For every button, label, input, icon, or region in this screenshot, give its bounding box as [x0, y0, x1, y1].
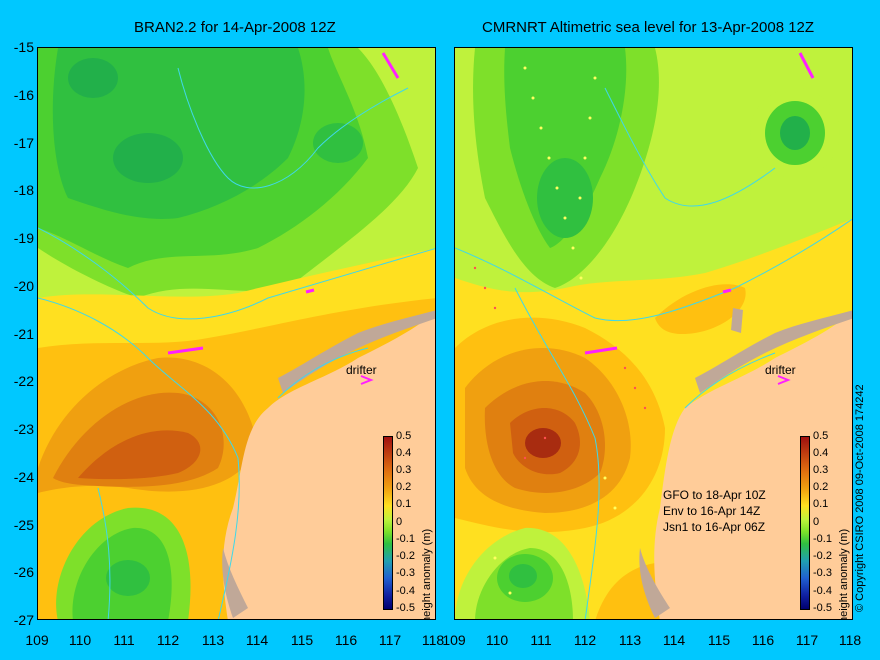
land-mass	[223, 311, 435, 619]
right-height-anomaly-map	[455, 48, 852, 619]
x-tick-label: 110	[68, 632, 92, 648]
y-tick-label: -16	[13, 87, 34, 103]
colorbar-tick: 0.1	[813, 498, 829, 510]
x-tick-label: 109	[442, 632, 466, 648]
x-tick-label: 118	[838, 632, 862, 648]
colorbar-tick: -0.4	[813, 585, 832, 597]
x-tick-label: 113	[618, 632, 642, 648]
x-tick-label: 112	[156, 632, 180, 648]
left-drifter-label: drifter	[346, 363, 377, 377]
colorbar-tick: -0.5	[396, 602, 415, 614]
y-tick-label: -20	[13, 278, 34, 294]
x-tick-label: 115	[707, 632, 731, 648]
colorbar-tick: -0.3	[396, 567, 415, 579]
colorbar-tick: -0.2	[813, 550, 832, 562]
x-tick-label: 111	[113, 632, 135, 648]
left-colorbar-title: height anomaly (m)	[421, 528, 433, 620]
left-map-title: BRAN2.2 for 14-Apr-2008 12Z	[134, 19, 336, 36]
colorbar-tick: -0.1	[813, 533, 832, 545]
pass-info-line: Env to 16-Apr 14Z	[663, 504, 761, 518]
x-tick-label: 116	[334, 632, 358, 648]
right-colorbar-title: height anomaly (m)	[838, 528, 850, 620]
x-tick-label: 114	[662, 632, 686, 648]
left-map-panel: drifter 0.5 0.4 0.3 0.2 0.1 0 -0.1 -0.2 …	[37, 47, 436, 620]
copyright-notice: © Copyright CSIRO 2008 09-Oct-2008 17424…	[854, 384, 866, 612]
y-tick-label: -15	[13, 39, 34, 55]
colorbar-tick: -0.3	[813, 567, 832, 579]
x-tick-label: 118	[421, 632, 445, 648]
y-tick-label: -26	[13, 564, 34, 580]
right-map-panel: drifter GFO to 18-Apr 10Z Env to 16-Apr …	[454, 47, 853, 620]
y-tick-label: -19	[13, 230, 34, 246]
x-tick-label: 117	[378, 632, 402, 648]
colorbar-tick: 0.3	[813, 464, 829, 476]
y-tick-label: -23	[13, 421, 34, 437]
colorbar-tick: -0.4	[396, 585, 415, 597]
y-tick-label: -27	[13, 612, 34, 628]
colorbar-tick: -0.1	[396, 533, 415, 545]
pass-info-line: GFO to 18-Apr 10Z	[663, 488, 766, 502]
y-tick-label: -25	[13, 517, 34, 533]
left-colorbar	[383, 436, 393, 610]
y-tick-label: -22	[13, 373, 34, 389]
x-tick-label: 117	[795, 632, 819, 648]
drifter-arrow-icon	[360, 375, 374, 385]
y-tick-label: -24	[13, 469, 34, 485]
colorbar-tick: 0.2	[813, 481, 829, 493]
colorbar-tick: 0.2	[396, 481, 412, 493]
y-tick-label: -21	[13, 326, 34, 342]
colorbar-tick: 0.5	[813, 430, 829, 442]
right-drifter-label: drifter	[765, 363, 796, 377]
x-tick-label: 114	[245, 632, 269, 648]
x-tick-label: 115	[290, 632, 314, 648]
x-tick-label: 112	[573, 632, 597, 648]
colorbar-tick: 0.4	[396, 447, 412, 459]
x-tick-label: 109	[25, 632, 49, 648]
x-tick-label: 110	[485, 632, 509, 648]
colorbar-tick: 0.1	[396, 498, 412, 510]
colorbar-tick: 0.4	[813, 447, 829, 459]
colorbar-tick: 0.5	[396, 430, 412, 442]
y-tick-label: -18	[13, 182, 34, 198]
colorbar-tick: 0	[396, 516, 403, 528]
x-tick-label: 111	[530, 632, 552, 648]
y-tick-label: -17	[13, 135, 34, 151]
colorbar-tick: -0.5	[813, 602, 832, 614]
pass-info-line: Jsn1 to 16-Apr 06Z	[663, 520, 766, 534]
x-tick-label: 116	[751, 632, 775, 648]
x-tick-label: 113	[201, 632, 225, 648]
left-height-anomaly-map	[38, 48, 435, 619]
colorbar-tick: 0	[813, 516, 820, 528]
right-colorbar	[800, 436, 810, 610]
drifter-arrow-icon	[777, 375, 791, 385]
right-map-title: CMRNRT Altimetric sea level for 13-Apr-2…	[482, 19, 815, 36]
colorbar-tick: 0.3	[396, 464, 412, 476]
colorbar-tick: -0.2	[396, 550, 415, 562]
